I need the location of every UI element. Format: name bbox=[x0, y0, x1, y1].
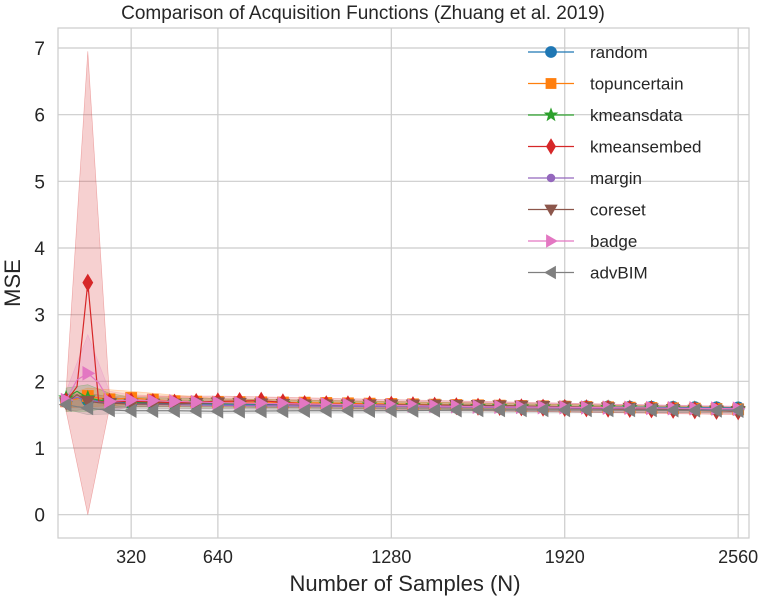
advBIM-point-31 bbox=[730, 403, 744, 418]
legend-label-kmeansembed: kmeansembed bbox=[590, 138, 702, 157]
legend-marker-topuncertain bbox=[545, 78, 557, 89]
advBIM-point-19 bbox=[470, 402, 484, 418]
legend-item-margin: margin bbox=[528, 169, 642, 188]
legend-marker-random bbox=[545, 46, 557, 58]
legend-item-kmeansembed: kmeansembed bbox=[528, 138, 702, 157]
badge-point-4 bbox=[147, 393, 161, 408]
advBIM-point-29 bbox=[687, 403, 701, 418]
legend: random topuncertain kmeansdata kmeansembed m… bbox=[528, 43, 702, 283]
y-axis-label: MSE bbox=[0, 259, 25, 307]
advBIM-point-23 bbox=[557, 402, 571, 418]
legend-label-badge: badge bbox=[590, 232, 637, 251]
advBIM-point-3 bbox=[123, 403, 137, 418]
advBIM-point-12 bbox=[318, 403, 332, 418]
advBIM-point-9 bbox=[253, 403, 267, 419]
legend-marker-advBIM bbox=[544, 265, 556, 280]
x-tick-label-1: 640 bbox=[203, 547, 233, 567]
advBIM-point-11 bbox=[297, 403, 310, 418]
tick-labels: 320 640 1280 1920 2560 0 1 2 3 4 5 6 7 bbox=[34, 39, 758, 567]
legend-label-topuncertain: topuncertain bbox=[590, 75, 684, 94]
advBIM-point-7 bbox=[210, 404, 224, 419]
advBIM-point-25 bbox=[600, 402, 614, 418]
legend-item-topuncertain: topuncertain bbox=[528, 75, 684, 94]
legend-marker-badge bbox=[546, 234, 558, 248]
badge-point-5 bbox=[169, 394, 182, 409]
legend-item-badge: badge bbox=[528, 232, 637, 251]
legend-label-coreset: coreset bbox=[590, 201, 646, 220]
advBIM-point-6 bbox=[188, 403, 202, 419]
legend-label-random: random bbox=[590, 43, 648, 62]
badge-point-2 bbox=[104, 394, 117, 409]
advBIM-point-13 bbox=[340, 403, 354, 418]
advBIM-point-18 bbox=[448, 402, 462, 418]
legend-marker-coreset bbox=[544, 204, 558, 217]
badge-point-1 bbox=[82, 366, 96, 381]
y-tick-label-6: 6 bbox=[34, 106, 45, 127]
advBIM-point-27 bbox=[644, 402, 657, 418]
advBIM-point-0 bbox=[58, 397, 72, 412]
advBIM-point-10 bbox=[275, 403, 289, 419]
advBIM-point-16 bbox=[405, 403, 419, 418]
advBIM-point-1 bbox=[80, 400, 94, 416]
series-lines bbox=[58, 273, 747, 421]
badge-point-7 bbox=[212, 395, 226, 410]
advBIM-point-28 bbox=[665, 402, 679, 418]
advBIM-point-8 bbox=[232, 403, 245, 419]
y-tick-label-5: 5 bbox=[34, 172, 45, 193]
advBIM-point-14 bbox=[362, 403, 375, 418]
x-tick-label-0: 320 bbox=[116, 547, 146, 567]
legend-item-kmeansdata: kmeansdata bbox=[528, 106, 683, 125]
advBIM-point-22 bbox=[535, 402, 549, 418]
y-tick-label-2: 2 bbox=[34, 372, 45, 393]
series-advBIM bbox=[58, 397, 744, 419]
y-tick-label-0: 0 bbox=[34, 506, 45, 527]
advBIM-point-15 bbox=[383, 403, 397, 418]
advBIM-point-20 bbox=[492, 402, 506, 418]
advBIM-point-21 bbox=[513, 402, 527, 418]
legend-label-advBIM: advBIM bbox=[590, 264, 648, 283]
advBIM-point-26 bbox=[622, 402, 636, 418]
y-tick-label-7: 7 bbox=[34, 39, 45, 60]
plot-frame bbox=[57, 27, 750, 539]
y-tick-label-1: 1 bbox=[34, 439, 45, 460]
legend-item-coreset: coreset bbox=[528, 201, 646, 220]
badge-point-6 bbox=[190, 394, 204, 410]
y-tick-label-3: 3 bbox=[34, 306, 45, 327]
grid-lines bbox=[58, 28, 749, 538]
advBIM-point-17 bbox=[427, 403, 441, 418]
legend-marker-margin bbox=[546, 173, 556, 183]
x-axis-label: Number of Samples (N) bbox=[289, 571, 520, 596]
advBIM-point-24 bbox=[579, 402, 592, 418]
x-tick-label-2: 1280 bbox=[371, 547, 411, 567]
legend-item-random: random bbox=[528, 43, 648, 62]
chart-title: Comparison of Acquisition Functions (Zhu… bbox=[121, 3, 605, 24]
y-tick-label-4: 4 bbox=[34, 239, 45, 260]
legend-item-advBIM: advBIM bbox=[528, 264, 648, 283]
x-tick-label-3: 1920 bbox=[545, 547, 585, 567]
legend-marker-kmeansdata bbox=[543, 107, 559, 122]
legend-marker-kmeansembed bbox=[546, 138, 556, 155]
advBIM-point-2 bbox=[102, 402, 115, 418]
kmeansembed-point-1 bbox=[82, 273, 94, 292]
advBIM-point-5 bbox=[167, 403, 180, 418]
advBIM-point-30 bbox=[709, 403, 722, 418]
legend-label-kmeansdata: kmeansdata bbox=[590, 106, 683, 125]
badge-point-3 bbox=[125, 392, 139, 408]
badge-point-8 bbox=[234, 395, 247, 411]
x-tick-label-4: 2560 bbox=[718, 547, 758, 567]
legend-label-margin: margin bbox=[590, 169, 642, 188]
advBIM-point-4 bbox=[145, 403, 159, 418]
